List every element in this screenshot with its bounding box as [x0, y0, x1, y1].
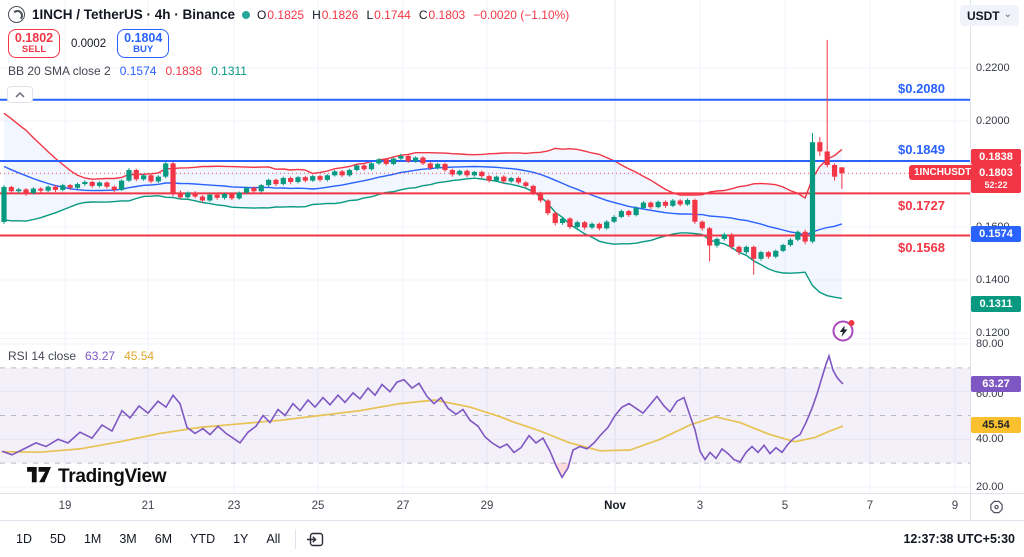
rsi-value-1: 45.54	[124, 349, 155, 363]
range-1m[interactable]: 1M	[83, 532, 102, 546]
time-tick-23: 23	[227, 500, 241, 512]
symbol-legend: 1INCH / TetherUS · 4h · Binance O 0.1825 H…	[8, 6, 569, 23]
axis-label-0.1400: 0.1400	[976, 274, 1010, 286]
collapse-pane-button[interactable]	[7, 86, 33, 103]
bb-value-0: 0.1574	[119, 64, 157, 78]
axis-label-0.2200: 0.2200	[976, 62, 1010, 74]
time-axis-border	[0, 493, 1024, 494]
pane-divider[interactable]	[0, 338, 970, 339]
axis-label-0.2000: 0.2000	[976, 115, 1010, 127]
range-all[interactable]: All	[266, 532, 281, 546]
bb-legend-values: 0.1574 0.1838 0.1311	[120, 64, 247, 78]
rsi-legend-title[interactable]: RSI 14 close	[8, 349, 77, 363]
go-to-date-button[interactable]	[306, 530, 325, 549]
calendar-icon	[307, 532, 324, 546]
time-tick-27: 27	[396, 500, 410, 512]
price-level-label-0.1849[interactable]: $0.1849	[898, 142, 945, 157]
bb-legend-title[interactable]: BB 20 SMA close 2	[8, 64, 111, 78]
rsi-value-0: 63.27	[85, 349, 116, 363]
time-tick-25: 25	[311, 500, 325, 512]
watermark-text: TradingView	[58, 466, 167, 487]
symbol-title[interactable]: 1INCH / TetherUS · 4h · Binance	[32, 7, 236, 22]
bb-value-2: 0.1311	[211, 64, 247, 78]
ohlc-h: H 0.1826	[312, 7, 359, 22]
last-price-tag: 0.1803 52:22	[971, 165, 1021, 194]
date-range-switcher: 1D 5D 1M 3M 6M YTD 1Y All	[9, 528, 287, 550]
last-price-symbol-tag: 1INCHUSDT	[909, 165, 977, 180]
scale-settings-icon[interactable]	[989, 500, 1004, 520]
range-1d[interactable]: 1D	[16, 532, 32, 546]
bb-lower-tag: 0.1311	[971, 296, 1021, 312]
rsi-legend-values: 63.27 45.54	[85, 349, 154, 363]
time-tick-Nov: Nov	[604, 500, 626, 512]
bb-value-1: 0.1838	[165, 64, 203, 78]
market-status-dot-icon[interactable]	[242, 10, 251, 19]
time-tick-19: 19	[58, 500, 72, 512]
rsi-ma-tag: 45.54	[971, 417, 1021, 433]
range-ytd[interactable]: YTD	[190, 532, 216, 546]
currency-label: USDT	[966, 8, 1000, 23]
time-tick-7: 7	[866, 500, 874, 512]
time-tick-21: 21	[141, 500, 155, 512]
sell-label: SELL	[21, 44, 47, 56]
range-6m[interactable]: 6M	[154, 532, 173, 546]
currency-selector-button[interactable]: USDT ⌄	[959, 5, 1019, 26]
trade-panel: 0.1802 SELL 0.0002 0.1804 BUY	[8, 29, 170, 58]
chevron-down-icon: ⌄	[1003, 9, 1012, 20]
flash-boost-icon[interactable]	[831, 317, 857, 348]
bottom-toolbar: 1D 5D 1M 3M 6M YTD 1Y All 12:37:38 UTC+5:30	[0, 520, 1024, 557]
sell-price: 0.1802	[14, 30, 54, 45]
rsi-legend: RSI 14 close 63.27 45.54	[8, 349, 154, 363]
ohlc-c: C 0.1803	[418, 7, 466, 22]
range-5d[interactable]: 5D	[49, 532, 66, 546]
toolbar-divider	[295, 529, 297, 549]
axis-label-80.00: 80.00	[976, 338, 1004, 350]
price-level-label-0.1568[interactable]: $0.1568	[898, 240, 945, 256]
rsi-value-tag: 63.27	[971, 376, 1021, 392]
axis-label-40.00: 40.00	[976, 433, 1004, 445]
ohlc-o: O 0.1825	[257, 7, 305, 22]
price-level-label-0.2080[interactable]: $0.2080	[898, 80, 945, 96]
time-tick-3: 3	[696, 500, 704, 512]
ohlc-values: O 0.1825 H 0.1826 L 0.1744 C 0.1803 −0.0020 (−1.…	[257, 8, 569, 22]
chevron-up-icon	[15, 91, 25, 98]
time-tick-29: 29	[480, 500, 494, 512]
range-1y[interactable]: 1Y	[233, 532, 249, 546]
tradingview-watermark: TradingView	[27, 466, 167, 488]
price-level-label-0.1727[interactable]: $0.1727	[898, 198, 945, 214]
buy-price: 0.1804	[124, 30, 163, 45]
clock-timezone[interactable]: 12:37:38 UTC+5:30	[903, 532, 1015, 546]
tradingview-logo-icon	[27, 466, 51, 482]
axis-label-20.00: 20.00	[976, 481, 1004, 493]
sell-button[interactable]: 0.1802 SELL	[8, 29, 60, 58]
time-tick-9: 9	[951, 500, 959, 512]
symbol-logo-icon	[8, 6, 25, 23]
bb-basis-tag: 0.1574	[971, 226, 1021, 242]
buy-label: BUY	[133, 44, 154, 56]
buy-button[interactable]: 0.1804 BUY	[117, 29, 170, 58]
bb-legend: BB 20 SMA close 2 0.1574 0.1838 0.1311	[8, 64, 247, 78]
time-tick-5: 5	[781, 500, 789, 512]
spread-value: 0.0002	[71, 37, 107, 50]
price-axis-border	[970, 0, 971, 520]
bb-upper-tag: 0.1838	[971, 149, 1021, 165]
axis-label-0.1200: 0.1200	[976, 327, 1010, 339]
ohlc-l: L 0.1744	[366, 7, 411, 22]
change-value: −0.0020 (−1.10%)	[473, 7, 570, 22]
range-3m[interactable]: 3M	[119, 532, 137, 546]
